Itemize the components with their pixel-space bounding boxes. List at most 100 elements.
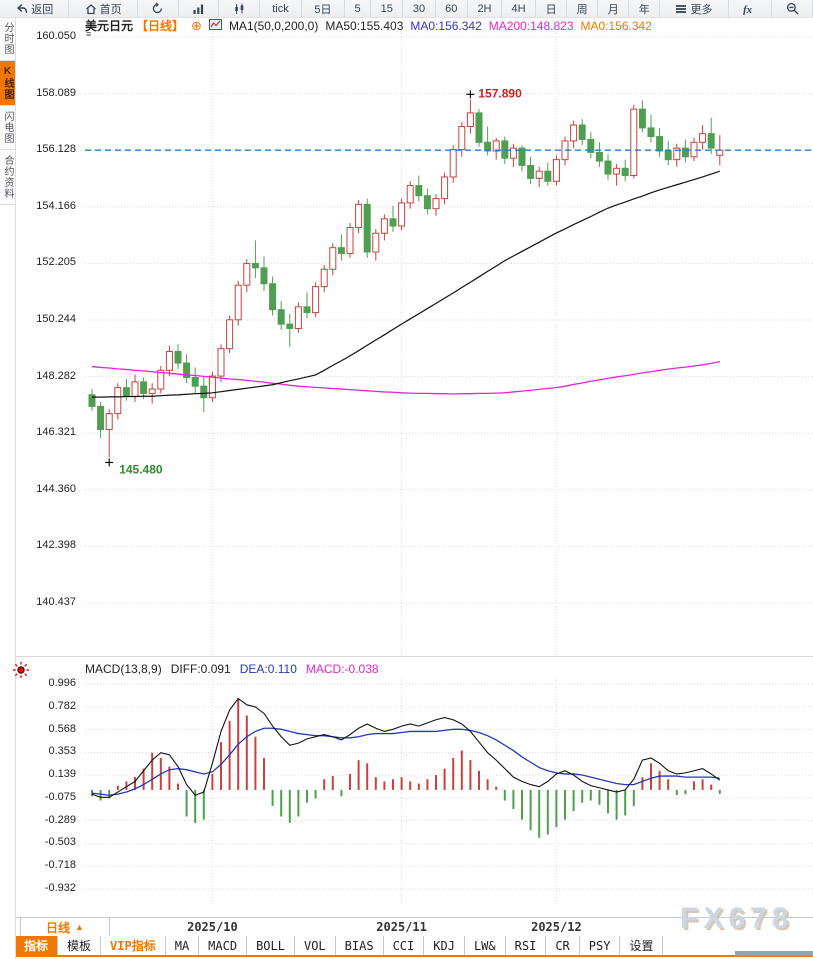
- ma0-blue-value: MA0:156.342: [410, 18, 482, 33]
- sidebar-tab-time-chart[interactable]: 分时图: [0, 17, 15, 61]
- tab-settings[interactable]: 设置: [620, 936, 664, 955]
- svg-text:145.480: 145.480: [119, 462, 163, 476]
- interval-30-button[interactable]: 30: [403, 0, 436, 17]
- interval-month-button[interactable]: 月: [598, 0, 630, 17]
- macd-y-tick-label: 0.996: [48, 677, 76, 689]
- watermark: FX678: [680, 902, 794, 935]
- tab-vol[interactable]: VOL: [295, 936, 336, 955]
- interval-day-button-label: 日: [545, 3, 557, 16]
- interval-60-button[interactable]: 60: [436, 0, 468, 17]
- add-indicator-icon[interactable]: ⊕: [191, 17, 202, 33]
- macd-legend: MACD(13,8,9) DIFF:0.091 DEA:0.110 MACD:-…: [85, 661, 379, 676]
- macd-y-tick-label: -0.289: [44, 813, 76, 826]
- period-label: 【日线】: [136, 19, 185, 33]
- macd-y-tick-label: -0.075: [44, 790, 76, 803]
- tab-psy[interactable]: PSY: [580, 936, 621, 955]
- sidebar-tab-contract-info[interactable]: 合约资料: [0, 150, 15, 205]
- interval-year-button[interactable]: 年: [629, 0, 661, 17]
- interval-day-button[interactable]: 日: [536, 0, 568, 17]
- tab-kdj[interactable]: KDJ: [424, 936, 465, 955]
- back-icon: [15, 3, 28, 15]
- dropdown-arrow-icon: ▲: [75, 922, 84, 932]
- tab-bias[interactable]: BIAS: [336, 936, 384, 955]
- tab-cr[interactable]: CR: [546, 936, 580, 955]
- home-button[interactable]: 首页: [69, 0, 138, 17]
- period-dropdown-label: 日线: [46, 920, 71, 935]
- macd-title: MACD(13,8,9): [85, 661, 162, 676]
- macd-dea-value: DEA:0.110: [239, 661, 297, 676]
- more-button-label: 更多: [690, 3, 713, 16]
- interval-30-button-label: 30: [412, 2, 426, 15]
- horizontal-scrollbar[interactable]: [735, 951, 813, 956]
- symbol-name: 美元日元: [85, 19, 134, 33]
- main-y-tick-label: 156.128: [36, 143, 76, 156]
- interval-5-button[interactable]: 5: [345, 0, 372, 17]
- ma50-value: MA50:155.403: [325, 18, 404, 33]
- interval-5-button-label: 5: [354, 2, 361, 15]
- main-y-tick-label: 152.205: [36, 256, 76, 269]
- ma200-value: MA200:148.823: [488, 18, 574, 33]
- macd-y-tick-label: 0.568: [48, 722, 76, 735]
- home-icon: [85, 3, 97, 15]
- interval-5day-button[interactable]: 5日: [302, 0, 345, 17]
- menu-icon: [675, 4, 687, 14]
- back-button-label: 返回: [31, 3, 54, 16]
- macd-y-tick-label: -0.932: [44, 882, 76, 894]
- tab-ma[interactable]: MA: [166, 936, 200, 955]
- kline-chart-button[interactable]: [219, 0, 260, 17]
- main-y-tick-label: 160.050: [36, 30, 76, 42]
- svg-text:fx: fx: [743, 4, 753, 15]
- candlestick-chart[interactable]: 157.890 145.480: [85, 33, 813, 656]
- main-y-tick-label: 146.321: [36, 426, 76, 439]
- zoom-out-button[interactable]: [772, 0, 813, 17]
- period-dropdown-button[interactable]: 日线 ▲: [20, 918, 110, 936]
- top-toolbar: 返回 首页 tick 5日 5 15 30 60 2H 4H 日 周 月 年 更多 fx: [0, 0, 813, 18]
- main-y-tick-label: 140.437: [36, 595, 76, 608]
- tab-cci[interactable]: CCI: [384, 936, 425, 955]
- panel-separator: [15, 656, 813, 657]
- more-button[interactable]: 更多: [660, 0, 729, 17]
- interval-15-button[interactable]: 15: [371, 0, 404, 17]
- main-y-tick-label: 148.282: [36, 369, 76, 382]
- fx-button[interactable]: fx: [729, 0, 773, 17]
- bar-chart-icon: [192, 3, 205, 15]
- tab-boll[interactable]: BOLL: [247, 936, 295, 955]
- x-axis-row: 日线 ▲ 2025/10 2025/11 2025/12: [15, 917, 813, 938]
- tab-rsi[interactable]: RSI: [506, 936, 547, 955]
- home-button-label: 首页: [99, 3, 122, 16]
- tab-indicators[interactable]: 指标: [15, 936, 59, 955]
- macd-y-tick-label: 0.139: [48, 768, 76, 781]
- interval-4h-button[interactable]: 4H: [502, 0, 537, 17]
- interval-4h-button-label: 4H: [511, 2, 526, 15]
- tab-lw[interactable]: LW&: [465, 936, 506, 955]
- sidebar-tab-kline-chart[interactable]: K线图: [0, 61, 15, 106]
- tab-macd[interactable]: MACD: [199, 936, 248, 955]
- indicator-alert-icon[interactable]: [11, 660, 31, 685]
- macd-diff-value: DIFF:0.091: [170, 661, 231, 676]
- interval-week-button[interactable]: 周: [567, 0, 599, 17]
- refresh-button[interactable]: [138, 0, 179, 17]
- interval-15-button-label: 15: [380, 2, 393, 15]
- macd-chart[interactable]: [85, 678, 813, 905]
- interval-month-button-label: 月: [607, 3, 619, 16]
- bar-chart-button[interactable]: [179, 0, 220, 17]
- sidebar-tab-lightning-chart[interactable]: 闪电图: [0, 106, 15, 150]
- main-y-tick-label: 142.398: [36, 539, 76, 552]
- x-axis-label: 2025/12: [531, 920, 582, 934]
- plot-menu-icon[interactable]: ≡: [86, 29, 92, 39]
- macd-y-tick-label: 0.353: [48, 745, 76, 758]
- chart-type-sidebar: 分时图 K线图 闪电图 合约资料: [0, 17, 16, 959]
- main-y-tick-label: 158.089: [36, 86, 76, 99]
- kline-icon: [233, 3, 246, 15]
- interval-tick-button[interactable]: tick: [260, 0, 303, 17]
- tab-vip-indicators[interactable]: VIP指标: [101, 936, 166, 955]
- macd-y-tick-label: -0.718: [44, 859, 76, 872]
- main-y-tick-label: 154.166: [36, 199, 76, 212]
- macd-macd-value: MACD:-0.038: [305, 661, 379, 676]
- interval-year-button-label: 年: [638, 3, 650, 16]
- back-button[interactable]: 返回: [0, 0, 70, 17]
- chart-thumbnail-icon[interactable]: [208, 18, 222, 34]
- interval-2h-button[interactable]: 2H: [468, 0, 503, 17]
- tab-templates[interactable]: 模板: [58, 936, 102, 955]
